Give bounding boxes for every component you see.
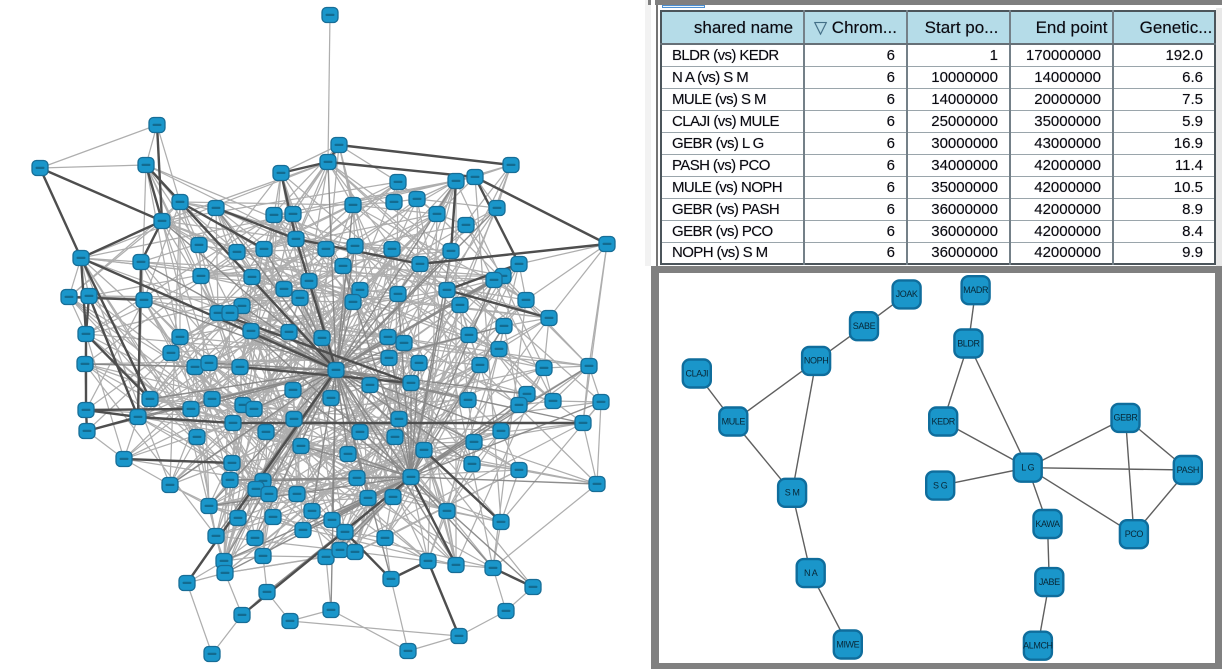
svg-text:KEDR: KEDR (931, 416, 955, 426)
svg-text:MULE: MULE (722, 416, 746, 426)
svg-text:ALMCH: ALMCH (1023, 641, 1053, 651)
svg-text:SABE: SABE (853, 321, 876, 331)
svg-text:S G: S G (933, 480, 948, 490)
svg-text:N A: N A (804, 568, 818, 578)
svg-text:PASH: PASH (1177, 465, 1199, 475)
svg-text:JOAK: JOAK (896, 289, 918, 299)
svg-text:JABE: JABE (1039, 577, 1060, 587)
svg-text:GEBR: GEBR (1114, 413, 1139, 423)
svg-text:MADR: MADR (963, 285, 989, 295)
svg-text:PCO: PCO (1125, 529, 1144, 539)
svg-text:CLAJI: CLAJI (686, 368, 709, 378)
svg-text:KAWA: KAWA (1035, 519, 1060, 529)
svg-text:MIWE: MIWE (836, 639, 859, 649)
svg-text:NOPH: NOPH (804, 356, 828, 366)
svg-text:S M: S M (785, 488, 800, 498)
svg-text:BLDR: BLDR (957, 338, 980, 348)
svg-text:L G: L G (1021, 463, 1034, 473)
